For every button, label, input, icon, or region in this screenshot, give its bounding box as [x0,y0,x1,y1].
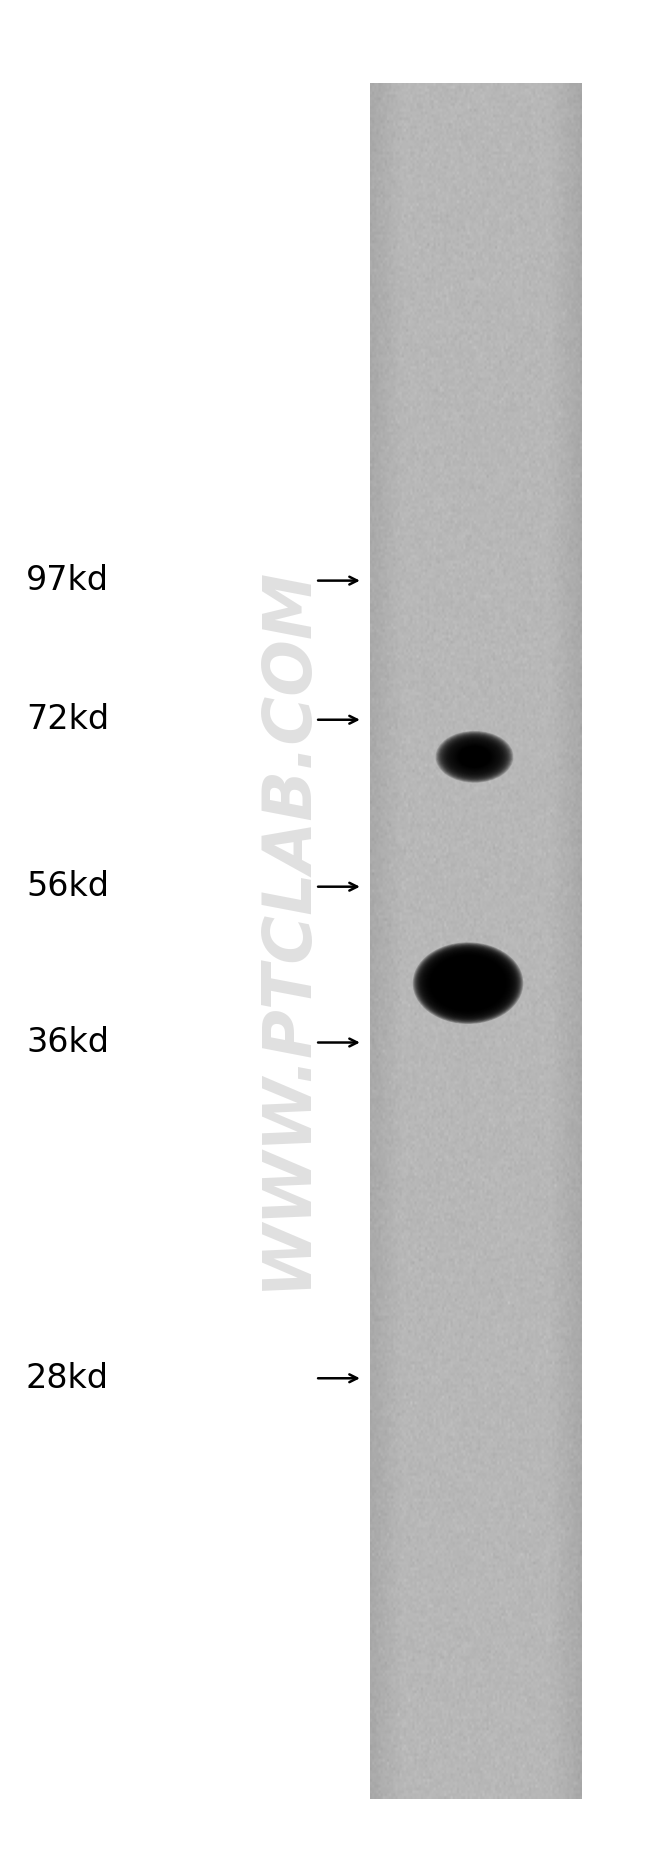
Ellipse shape [437,733,512,781]
Ellipse shape [435,959,501,1007]
Text: 36kd: 36kd [26,1026,109,1059]
Text: 97kd: 97kd [26,564,109,597]
Ellipse shape [438,733,511,781]
Ellipse shape [450,740,499,774]
Ellipse shape [413,942,523,1024]
Ellipse shape [426,952,510,1015]
Ellipse shape [440,735,509,779]
Ellipse shape [415,944,521,1022]
Ellipse shape [432,957,504,1009]
Ellipse shape [420,948,516,1018]
Ellipse shape [441,735,508,779]
Ellipse shape [415,944,521,1022]
Ellipse shape [426,953,510,1013]
Ellipse shape [436,731,514,783]
Text: 72kd: 72kd [26,703,109,736]
Ellipse shape [439,733,510,781]
Ellipse shape [439,963,497,1004]
Ellipse shape [437,731,512,783]
Ellipse shape [439,961,497,1005]
Ellipse shape [446,738,503,775]
Ellipse shape [461,746,488,768]
Ellipse shape [422,950,514,1017]
Ellipse shape [437,961,499,1005]
Ellipse shape [448,966,488,1000]
Ellipse shape [431,955,505,1011]
Ellipse shape [434,957,502,1009]
Ellipse shape [443,965,493,1002]
Ellipse shape [419,948,517,1018]
Ellipse shape [436,959,500,1007]
Ellipse shape [441,735,508,779]
Ellipse shape [451,742,498,772]
Ellipse shape [447,738,502,775]
Ellipse shape [437,961,499,1005]
Ellipse shape [428,953,508,1013]
Ellipse shape [428,953,508,1013]
Ellipse shape [447,738,502,775]
Ellipse shape [449,740,500,774]
Ellipse shape [448,738,501,775]
Ellipse shape [442,735,507,779]
Ellipse shape [417,946,519,1020]
Ellipse shape [433,957,503,1009]
Ellipse shape [419,946,517,1020]
Ellipse shape [417,944,519,1022]
Ellipse shape [430,955,506,1011]
Ellipse shape [445,736,504,775]
Ellipse shape [413,942,523,1024]
Ellipse shape [436,731,513,783]
Ellipse shape [424,950,512,1017]
Ellipse shape [441,963,495,1004]
Ellipse shape [429,955,507,1011]
Text: 56kd: 56kd [26,870,109,903]
Ellipse shape [424,952,512,1015]
Ellipse shape [448,740,500,774]
Ellipse shape [443,736,506,777]
Ellipse shape [421,948,515,1018]
Ellipse shape [445,736,504,777]
Ellipse shape [439,733,510,781]
Ellipse shape [444,736,505,777]
Ellipse shape [442,965,494,1002]
Ellipse shape [441,963,495,1004]
Text: 28kd: 28kd [26,1362,109,1395]
Ellipse shape [423,950,513,1017]
Ellipse shape [450,740,499,774]
Text: WWW.PTCLAB.COM: WWW.PTCLAB.COM [253,566,319,1289]
Ellipse shape [443,736,506,777]
